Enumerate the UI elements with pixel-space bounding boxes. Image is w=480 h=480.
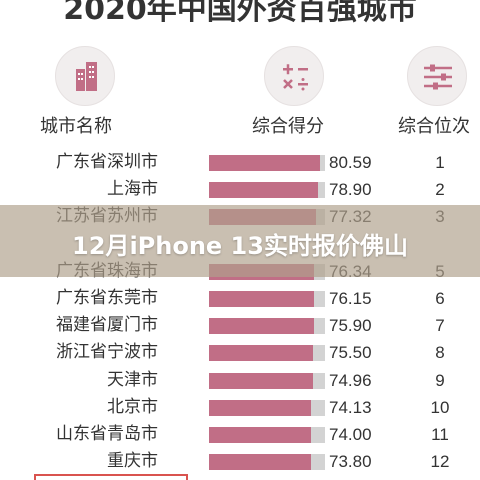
bar xyxy=(209,182,318,199)
city-label: 重庆市 xyxy=(107,451,158,472)
city-label: 福建省厦门市 xyxy=(56,315,158,336)
rank-label: 9 xyxy=(435,370,445,390)
bar-track xyxy=(209,291,325,307)
rank-label: 10 xyxy=(430,397,450,417)
table-row: 重庆市 73.80 12 xyxy=(0,448,480,475)
bar xyxy=(209,155,321,171)
table-row: 广东省深圳市 80.59 1 xyxy=(0,149,480,176)
score-label: 75.90 xyxy=(329,316,372,336)
bar xyxy=(209,372,313,389)
bar-track xyxy=(209,427,325,443)
table-row: 广东省东莞市 76.15 6 xyxy=(0,285,480,312)
city-label: 浙江省宁波市 xyxy=(56,342,158,363)
table-row: 上海市 78.90 2 xyxy=(0,176,480,203)
banner-text: 12月iPhone 13实时报价佛山 xyxy=(72,232,408,260)
rank-label: 11 xyxy=(431,425,449,444)
score-label: 80.59 xyxy=(329,153,372,172)
bar xyxy=(209,291,315,307)
sliders-icon xyxy=(407,46,467,106)
bar-track xyxy=(209,372,325,389)
bar xyxy=(209,399,312,416)
header-rank: 综合位次 xyxy=(398,116,470,137)
bar-track xyxy=(209,318,325,335)
city-building-icon xyxy=(55,46,115,106)
bar xyxy=(209,345,314,362)
bar xyxy=(209,454,311,471)
city-label: 广东省深圳市 xyxy=(56,152,158,172)
rank-label: 12 xyxy=(430,452,450,472)
banner-overlay xyxy=(0,205,480,277)
city-label: 天津市 xyxy=(107,369,158,390)
score-label: 74.00 xyxy=(329,425,372,444)
city-label: 上海市 xyxy=(107,179,158,200)
header-city: 城市名称 xyxy=(40,116,112,137)
rank-label: 2 xyxy=(435,180,445,200)
table-row: 北京市 74.13 10 xyxy=(0,394,480,421)
table-row: 浙江省宁波市 75.50 8 xyxy=(0,339,480,366)
rank-label: 1 xyxy=(435,153,445,172)
score-label: 74.96 xyxy=(329,370,372,390)
table-row: 天津市 74.96 9 xyxy=(0,367,480,394)
rank-label: 7 xyxy=(435,316,445,336)
score-label: 73.80 xyxy=(329,452,372,472)
score-label: 76.15 xyxy=(329,289,372,308)
bar-track xyxy=(209,182,325,199)
bar-track xyxy=(209,399,325,416)
rank-label: 6 xyxy=(435,289,445,308)
bar xyxy=(209,318,314,335)
table-row: 山东省青岛市 74.00 11 xyxy=(0,421,480,448)
bar xyxy=(209,427,312,443)
chart-title: 2020年中国外资百强城市 xyxy=(63,0,417,27)
highlight-box xyxy=(34,474,188,480)
score-label: 74.13 xyxy=(329,397,372,417)
table-row: 福建省厦门市 75.90 7 xyxy=(0,312,480,339)
bar-track xyxy=(209,454,325,471)
city-label: 山东省青岛市 xyxy=(56,424,158,444)
header-score: 综合得分 xyxy=(252,116,324,137)
city-label: 北京市 xyxy=(107,396,158,417)
bar-track xyxy=(209,345,325,362)
city-label: 广东省东莞市 xyxy=(56,288,158,308)
score-label: 75.50 xyxy=(329,343,372,363)
rank-label: 8 xyxy=(435,343,445,363)
bar-track xyxy=(209,155,325,171)
math-operators-icon xyxy=(264,46,324,106)
score-label: 78.90 xyxy=(329,180,372,200)
